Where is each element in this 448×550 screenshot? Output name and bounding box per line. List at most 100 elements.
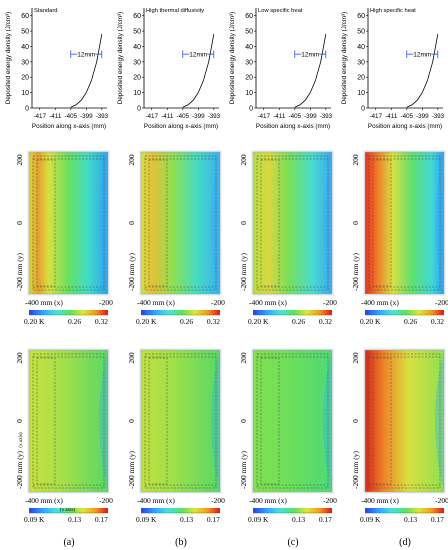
top-map-1: 200 0 -200 mm (y)-400 mm (x) -200 0.20 K 0.26… (15, 150, 113, 326)
panel-letter: (a) (63, 537, 74, 548)
colorbar-label-min: 0.09 K (248, 515, 269, 524)
x-tick-label: -411 (385, 113, 398, 120)
map-y-tick-label: -200 mm (y) (127, 451, 136, 489)
top-map-3: 200 0 -200 mm (y)-400 mm (x) -200 0.20 K 0.26… (239, 150, 337, 326)
map-y-tick-label: 0 (15, 221, 24, 225)
x-tick-label: -417 (257, 113, 270, 120)
map-x-tick-label: -200 (323, 298, 337, 307)
x-axis-label: Position along x-axis (mm) (256, 123, 330, 130)
map-y-tick-label: 200 (351, 154, 360, 166)
colorbar-label-min: 0.20 K (24, 317, 45, 326)
y-tick-label: 10 (357, 90, 365, 97)
x-tick-label: -405 (400, 113, 413, 120)
x-tick-label: -393 (320, 113, 333, 120)
map-x-tick-label: -200 (323, 496, 337, 505)
map-y-tick-label: 200 (239, 154, 248, 166)
y-tick-label: 60 (357, 13, 365, 20)
map-y-tick-label: 0 (15, 419, 24, 423)
y-tick-label: 30 (245, 59, 253, 66)
y-tick-label: 50 (245, 29, 253, 36)
y-tick-label: 20 (245, 75, 253, 82)
overlay-x-label: (x axis) (60, 508, 75, 513)
y-tick-label: 0 (361, 106, 365, 113)
span-label-bg (189, 50, 208, 59)
temperature-field (253, 152, 332, 294)
temperature-field (253, 350, 332, 492)
y-tick-label: 10 (21, 90, 29, 97)
dashed-outline (368, 155, 441, 291)
map-y-tick-label: 200 (15, 352, 24, 364)
colorbar-label-min: 0.09 K (24, 515, 45, 524)
map-y-tick-label: 200 (127, 154, 136, 166)
temperature-field (365, 152, 444, 294)
x-tick-label: -411 (161, 113, 174, 120)
map-y-tick-label: -200 mm (y) (127, 253, 136, 291)
map-frame (364, 349, 445, 493)
x-tick-label: -399 (304, 113, 317, 120)
temperature-field (29, 152, 108, 294)
span-label-bg (301, 50, 320, 59)
colorbar (29, 310, 108, 315)
y-tick-label: 50 (21, 29, 29, 36)
dashed-region (372, 357, 392, 485)
colorbar (141, 508, 220, 513)
colorbar-label-max: 0.17 (95, 515, 108, 524)
contour-band (435, 152, 444, 294)
colorbar-label-mid: 0.26 (68, 317, 81, 326)
y-tick-label: 60 (21, 13, 29, 20)
colorbar (365, 508, 444, 513)
x-axis-label: Position along x-axis (mm) (368, 123, 442, 130)
y-axis-label: Deposited energy density (J/cm³) (5, 12, 12, 104)
map-y-tick-label: -200 mm (y) (351, 451, 360, 489)
dashed-region (148, 357, 168, 485)
y-tick-label: 50 (357, 29, 365, 36)
map-y-tick-label: -200 mm (y) (239, 253, 248, 291)
y-tick-label: 40 (245, 44, 253, 51)
x-tick-label: -393 (432, 113, 445, 120)
colorbar-label-mid: 0.26 (180, 317, 193, 326)
colorbar-label-max: 0.32 (431, 317, 444, 326)
colorbar (253, 508, 332, 513)
chart-title: High thermal diffusivity (146, 8, 204, 14)
map-y-tick-label: 0 (127, 419, 136, 423)
map-x-tick-label: -400 mm (x) (137, 496, 175, 505)
map-x-tick-label: -400 mm (x) (361, 298, 399, 307)
y-tick-label: 0 (249, 106, 253, 113)
map-x-tick-label: -400 mm (x) (25, 298, 63, 307)
y-tick-label: 30 (21, 59, 29, 66)
map-x-tick-label: -200 (99, 496, 113, 505)
top-map-4: 200 0 -200 mm (y)-400 mm (x) -200 0.20 K 0.26… (351, 150, 448, 326)
map-x-tick-label: -400 mm (x) (249, 496, 287, 505)
colorbar (29, 508, 108, 513)
y-tick-label: 60 (245, 13, 253, 20)
y-tick-label: 60 (133, 13, 141, 20)
panel-letter: (d) (399, 537, 411, 548)
bottom-map-2: 200 0 -200 mm (y)-400 mm (x) -200 0.09 K 0.13… (127, 348, 225, 524)
chart-title: Low specific heat (258, 8, 303, 14)
energy-curve (406, 34, 439, 108)
map-y-tick-label: 200 (15, 154, 24, 166)
colorbar-label-max: 0.32 (95, 317, 108, 326)
colorbar-label-max: 0.32 (207, 317, 220, 326)
chart-title: Standard (34, 8, 58, 14)
map-frame (140, 151, 221, 295)
overlay-y-label: (x axis) (19, 432, 24, 447)
x-tick-label: -405 (64, 113, 77, 120)
span-label: 12mm (77, 52, 95, 59)
energy-chart-1: 0 10 20 30 40 50 60 -417 -411 -405 -399 -393 Positio… (5, 8, 109, 130)
map-y-tick-label: -200 mm (y) (351, 253, 360, 291)
temperature-field (141, 152, 220, 294)
temperature-field (141, 350, 220, 492)
map-x-tick-label: -200 (435, 496, 448, 505)
x-tick-label: -411 (49, 113, 62, 120)
y-axis-label: Deposited energy density (J/cm³) (229, 12, 236, 104)
span-label: 12mm (189, 52, 207, 59)
x-tick-label: -393 (96, 113, 109, 120)
panel-letter: (c) (287, 537, 298, 548)
contour-band (435, 350, 444, 492)
map-x-tick-label: -400 mm (x) (361, 496, 399, 505)
x-tick-label: -417 (33, 113, 46, 120)
bottom-map-1: 200 0 -200 mm (y)-400 mm (x) -200 0.09 K 0.13… (15, 348, 113, 524)
colorbar-label-mid: 0.26 (404, 317, 417, 326)
